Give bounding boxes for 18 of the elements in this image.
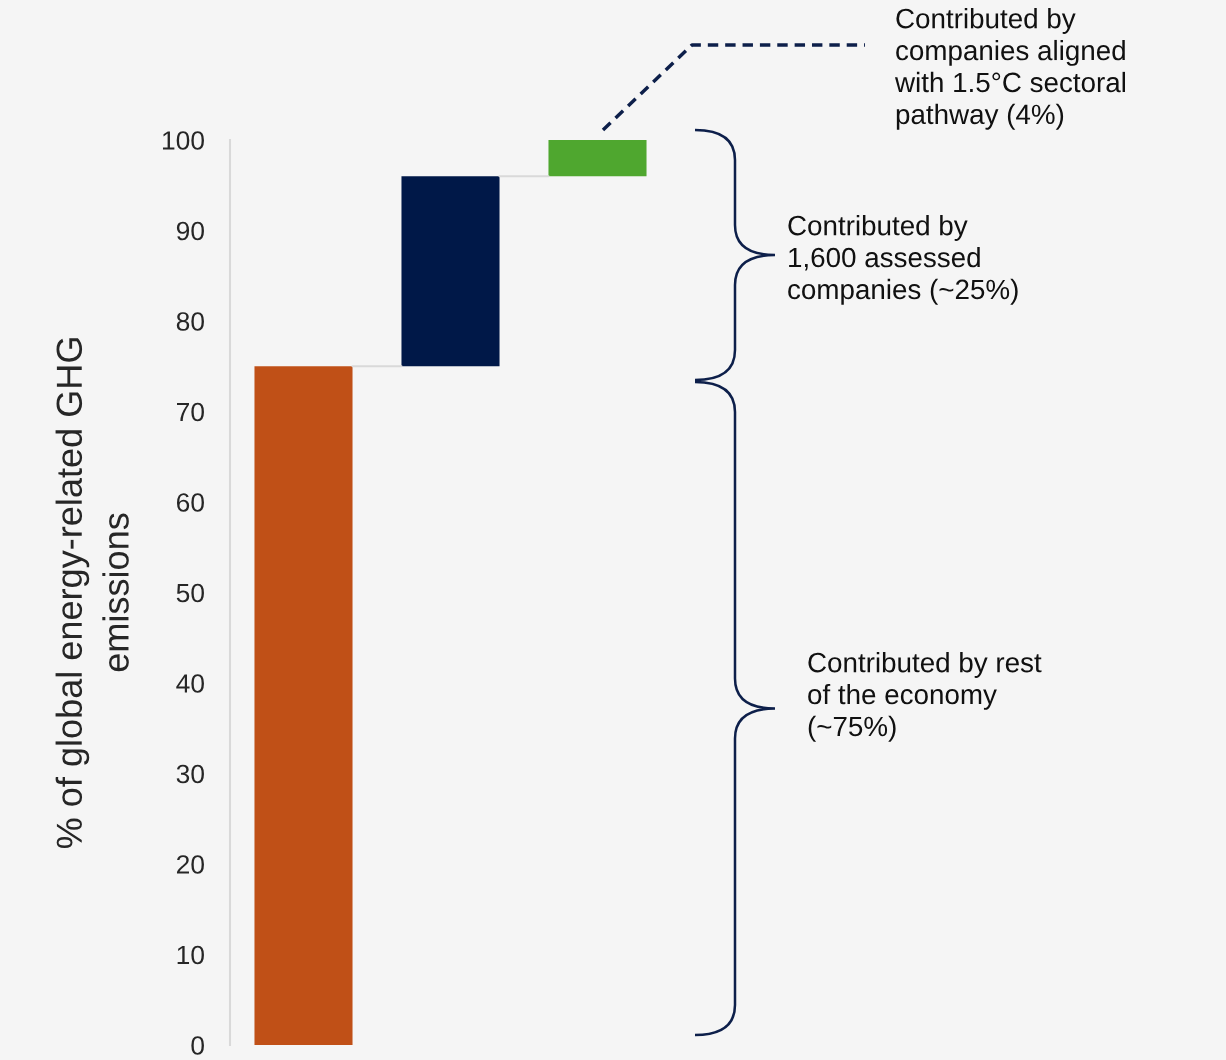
bar [254, 366, 353, 1045]
y-tick-label: 90 [176, 221, 204, 241]
bar [401, 176, 500, 367]
text: Contributed by rest of the economy (~75%) [808, 652, 1042, 742]
y-tick-label: 80 [176, 312, 204, 331]
y-tick-label: 70 [177, 402, 204, 422]
y-tick-label: 0 [191, 1036, 204, 1055]
y-tick-label: 30 [176, 764, 204, 784]
bar [548, 140, 647, 177]
text: Contributed by companies aligned with 1.5°C sectoral pathway (4%) [894, 8, 1126, 130]
y-tick-label: 10 [177, 945, 204, 965]
y-tick-label: 100 [162, 131, 204, 150]
y-tick-label: 60 [176, 493, 204, 512]
y-axis-title: % of global energy-related GHG emissions [55, 338, 129, 849]
text: Contributed by 1,600 assessed companies (~25%) [788, 215, 1018, 305]
y-tick-label: 50 [176, 583, 204, 603]
y-tick-label: 40 [176, 674, 204, 693]
y-tick-label: 20 [176, 855, 204, 874]
